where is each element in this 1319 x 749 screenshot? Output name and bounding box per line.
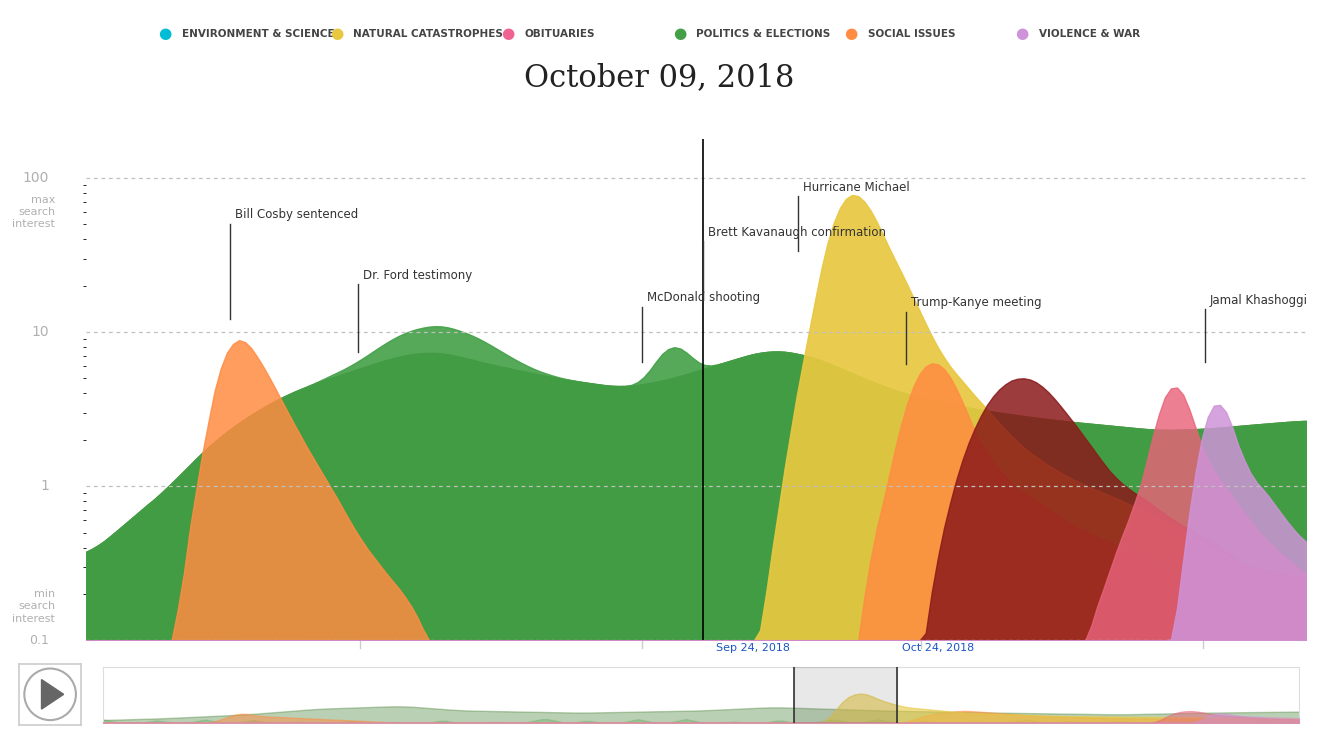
Text: POLITICS & ELECTIONS: POLITICS & ELECTIONS xyxy=(696,28,831,39)
Text: Brett Kavanaugh confirmation: Brett Kavanaugh confirmation xyxy=(708,226,886,239)
Text: ●: ● xyxy=(1016,26,1029,41)
Bar xyxy=(794,667,897,723)
Text: 1: 1 xyxy=(41,479,49,494)
Text: September 30, 2018: September 30, 2018 xyxy=(295,668,425,681)
Text: ●: ● xyxy=(158,26,171,41)
Text: Bill Cosby sentenced: Bill Cosby sentenced xyxy=(235,208,357,222)
Text: October 09, 2018: October 09, 2018 xyxy=(525,63,794,94)
Text: ●: ● xyxy=(501,26,514,41)
Text: ●: ● xyxy=(844,26,857,41)
Text: McDonald shooting: McDonald shooting xyxy=(648,291,760,304)
Polygon shape xyxy=(41,679,63,709)
Text: ENVIRONMENT & SCIENCE: ENVIRONMENT & SCIENCE xyxy=(182,28,335,39)
Text: October 14, 2018: October 14, 2018 xyxy=(867,668,976,681)
Text: 0.1: 0.1 xyxy=(29,634,49,647)
Text: Sep 24, 2018: Sep 24, 2018 xyxy=(716,643,790,652)
Text: 10: 10 xyxy=(32,325,49,339)
Text: VIOLENCE & WAR: VIOLENCE & WAR xyxy=(1039,28,1141,39)
Text: October 21, 2018: October 21, 2018 xyxy=(1149,668,1258,681)
Text: ●: ● xyxy=(673,26,686,41)
Text: Trump-Kanye meeting: Trump-Kanye meeting xyxy=(910,296,1041,309)
Text: Dr. Ford testimony: Dr. Ford testimony xyxy=(363,269,472,282)
Text: max
search
interest: max search interest xyxy=(12,195,55,229)
Text: Hurricane Michael: Hurricane Michael xyxy=(803,181,910,194)
Text: SOCIAL ISSUES: SOCIAL ISSUES xyxy=(868,28,955,39)
Text: OBITUARIES: OBITUARIES xyxy=(525,28,595,39)
Text: Oct 24, 2018: Oct 24, 2018 xyxy=(902,643,975,652)
Text: ●: ● xyxy=(330,26,343,41)
Text: min
search
interest: min search interest xyxy=(12,589,55,624)
Text: NATURAL CATASTROPHES: NATURAL CATASTROPHES xyxy=(353,28,504,39)
Text: 100: 100 xyxy=(22,171,49,185)
Text: Jamal Khashoggi: Jamal Khashoggi xyxy=(1210,294,1307,306)
Text: October 07, 2018: October 07, 2018 xyxy=(587,668,696,681)
